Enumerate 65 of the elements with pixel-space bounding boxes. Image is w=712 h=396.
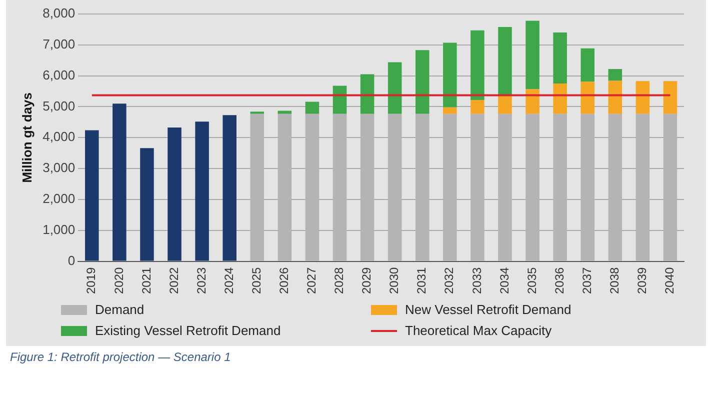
bar — [112, 104, 126, 261]
legend-label: Demand — [95, 302, 144, 317]
x-tick-label: 2036 — [552, 266, 566, 294]
bar — [580, 48, 594, 82]
bar — [470, 30, 484, 100]
y-tick-label: 0 — [68, 252, 76, 268]
x-tick-label: 2038 — [607, 266, 622, 294]
bar — [168, 127, 182, 261]
x-tick-label: 2029 — [360, 266, 374, 294]
y-axis-title: Million gt days — [19, 92, 34, 183]
bar — [553, 84, 567, 114]
y-tick-label: 6,000 — [42, 67, 76, 82]
x-tick-label: 2039 — [635, 266, 650, 294]
x-tick-label: 2040 — [662, 266, 677, 294]
x-tick-label: 2019 — [84, 266, 98, 294]
x-tick-label: 2033 — [470, 266, 484, 294]
x-tick-label: 2027 — [304, 266, 319, 294]
y-tick-label: 3,000 — [42, 160, 76, 176]
bar — [608, 80, 622, 114]
x-tick-label: 2022 — [166, 266, 181, 294]
bar — [443, 107, 457, 114]
bar — [498, 95, 512, 114]
bar — [608, 69, 622, 81]
bar — [278, 110, 292, 114]
y-tick-label: 8,000 — [42, 6, 76, 21]
x-tick-label: 2035 — [524, 266, 539, 294]
x-tick-label: 2034 — [497, 266, 512, 294]
bar — [140, 148, 154, 261]
x-tick-label: 2030 — [387, 266, 402, 294]
bar — [305, 102, 320, 114]
caption: Figure 1: Retrofit projection — Scenario 1 — [9, 349, 232, 366]
y-tick-label: 1,000 — [42, 222, 76, 237]
x-tick-label: 2031 — [414, 266, 429, 294]
bar — [332, 86, 347, 114]
bar — [470, 100, 484, 114]
x-tick-label: 2021 — [139, 266, 154, 294]
bar — [553, 32, 567, 84]
x-tick-label: 2023 — [194, 266, 208, 294]
x-tick-label: 2037 — [580, 266, 594, 294]
bar — [580, 82, 594, 114]
legend-label: Theoretical Max Capacity — [405, 323, 552, 338]
bar — [443, 42, 457, 108]
bar — [85, 130, 99, 261]
bar — [663, 81, 678, 114]
y-tick-label: 2,000 — [42, 191, 76, 206]
y-tick-label: 7,000 — [42, 36, 76, 52]
x-tick-label: 2020 — [112, 266, 126, 294]
y-tick-label: 5,000 — [42, 98, 76, 114]
bar — [388, 62, 402, 114]
x-tick-label: 2024 — [222, 266, 236, 294]
bar — [360, 74, 374, 114]
bar — [415, 50, 430, 114]
legend-label: New Vessel Retrofit Demand — [405, 302, 572, 317]
bar — [498, 26, 512, 96]
bar — [526, 89, 540, 114]
x-tick-label: 2026 — [276, 266, 291, 294]
x-tick-label: 2032 — [442, 266, 456, 294]
bar — [195, 122, 209, 261]
y-tick-label: 4,000 — [42, 129, 76, 144]
x-tick-label: 2028 — [332, 266, 346, 294]
bar — [526, 20, 540, 90]
bar — [636, 81, 650, 114]
bar — [222, 115, 236, 261]
legend-label: Existing Vessel Retrofit Demand — [95, 323, 281, 338]
x-tick-label: 2025 — [249, 266, 264, 294]
